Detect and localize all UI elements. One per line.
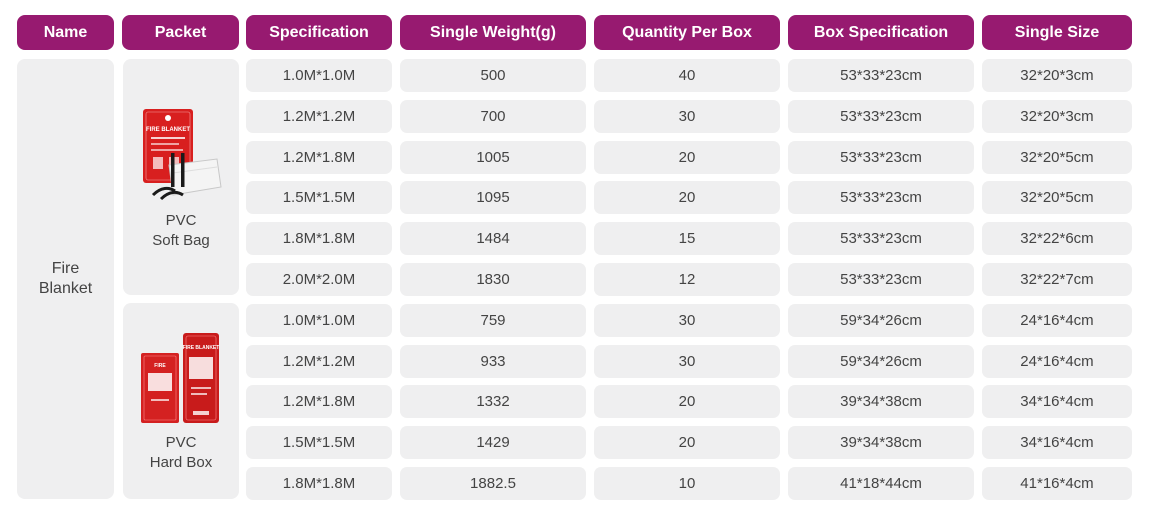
box-spec-cell: 59*34*26cm — [788, 344, 974, 378]
qty-cell: 20 — [594, 140, 780, 174]
weight-cell: 1005 — [400, 140, 586, 174]
weight-cell: 1095 — [400, 181, 586, 215]
qty-cell: 20 — [594, 385, 780, 419]
size-cell: 32*20*5cm — [982, 181, 1132, 215]
box-spec-cell: 53*33*23cm — [788, 140, 974, 174]
qty-cell: 30 — [594, 344, 780, 378]
spec-cell: 2.0M*2.0M — [246, 263, 392, 296]
packet-label-hard-box: PVC Hard Box — [149, 434, 213, 471]
weight-cell: 933 — [400, 344, 586, 378]
weight-cell: 759 — [400, 303, 586, 337]
weight-cell: 1429 — [400, 426, 586, 460]
header-packet: Packet — [122, 15, 239, 50]
spec-cell: 1.2M*1.8M — [246, 385, 392, 419]
size-cell: 41*16*4cm — [982, 467, 1132, 500]
weight-cell: 700 — [400, 99, 586, 133]
weight-cell: 500 — [400, 59, 586, 92]
box-spec-cell: 53*33*23cm — [788, 222, 974, 256]
soft-bag-photo-text: FIRE BLANKET — [146, 127, 190, 133]
box-spec-cell: 41*18*44cm — [788, 467, 974, 500]
header-quantity-per-box: Quantity Per Box — [594, 15, 780, 50]
packet-label-soft-bag: PVC Soft Bag — [152, 212, 210, 249]
qty-cell: 30 — [594, 303, 780, 337]
qty-cell: 30 — [594, 99, 780, 133]
size-cell: 24*16*4cm — [982, 344, 1132, 378]
size-cell: 32*20*3cm — [982, 99, 1132, 133]
qty-cell: 40 — [594, 59, 780, 92]
size-cell: 32*20*3cm — [982, 59, 1132, 92]
spec-cell: 1.0M*1.0M — [246, 59, 392, 92]
spec-cell: 1.5M*1.5M — [246, 181, 392, 215]
box-spec-cell: 39*34*38cm — [788, 385, 974, 419]
box-spec-cell: 53*33*23cm — [788, 263, 974, 296]
qty-cell: 15 — [594, 222, 780, 256]
header-single-weight: Single Weight(g) — [400, 15, 586, 50]
spec-cell: 1.8M*1.8M — [246, 467, 392, 500]
hard-box-photo-text: FIRE BLANKET — [183, 345, 220, 351]
weight-cell: 1332 — [400, 385, 586, 419]
size-cell: 32*22*7cm — [982, 263, 1132, 296]
qty-cell: 20 — [594, 181, 780, 215]
qty-cell: 10 — [594, 467, 780, 500]
box-spec-cell: 53*33*23cm — [788, 181, 974, 215]
size-cell: 24*16*4cm — [982, 303, 1132, 337]
name-cell: Fire Blanket — [17, 59, 114, 499]
weight-cell: 1882.5 — [400, 467, 586, 500]
box-spec-cell: 59*34*26cm — [788, 303, 974, 337]
spec-cell: 1.0M*1.0M — [246, 303, 392, 337]
size-cell: 34*16*4cm — [982, 426, 1132, 460]
header-box-specification: Box Specification — [788, 15, 974, 50]
name-line-2: Blanket — [38, 280, 93, 297]
box-spec-cell: 39*34*38cm — [788, 426, 974, 460]
size-cell: 32*20*5cm — [982, 140, 1132, 174]
packet-cell-soft-bag: FIRE BLANKET PVC Soft Bag — [123, 59, 239, 295]
packet-cell-hard-box: FIRE FIRE BLANKET PVC Hard Box — [123, 303, 239, 499]
box-spec-cell: 53*33*23cm — [788, 59, 974, 92]
spec-cell: 1.8M*1.8M — [246, 222, 392, 256]
svg-text:FIRE: FIRE — [154, 363, 166, 369]
header-single-size: Single Size — [982, 15, 1132, 50]
size-cell: 34*16*4cm — [982, 385, 1132, 419]
weight-cell: 1830 — [400, 263, 586, 296]
fire-blanket-hard-box-photo: FIRE FIRE BLANKET — [141, 333, 220, 423]
size-cell: 32*22*6cm — [982, 222, 1132, 256]
box-spec-cell: 53*33*23cm — [788, 99, 974, 133]
spec-cell: 1.2M*1.8M — [246, 140, 392, 174]
name-line-1: Fire — [51, 260, 80, 277]
spec-cell: 1.2M*1.2M — [246, 99, 392, 133]
header-specification: Specification — [246, 15, 392, 50]
qty-cell: 20 — [594, 426, 780, 460]
spec-cell: 1.2M*1.2M — [246, 344, 392, 378]
spec-cell: 1.5M*1.5M — [246, 426, 392, 460]
header-name: Name — [17, 15, 114, 50]
fire-blanket-soft-bag-photo: FIRE BLANKET — [143, 109, 222, 201]
qty-cell: 12 — [594, 263, 780, 296]
weight-cell: 1484 — [400, 222, 586, 256]
